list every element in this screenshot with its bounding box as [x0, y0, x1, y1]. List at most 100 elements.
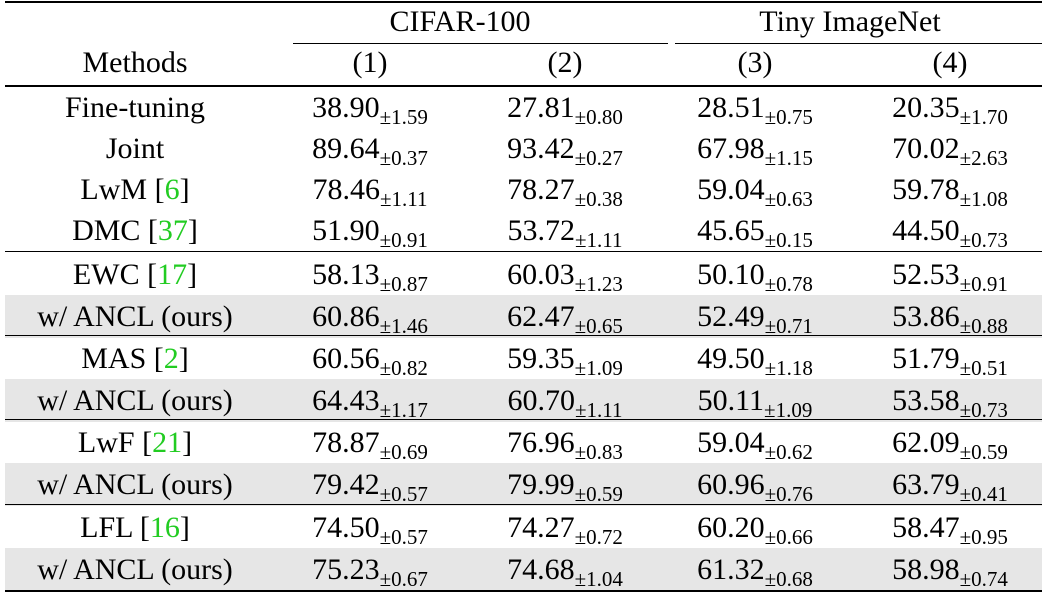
method-name: Joint	[5, 127, 265, 170]
value-cell: 28.51±0.75	[660, 86, 850, 129]
method-name: w/ ANCL (ours)	[5, 463, 265, 506]
std-value: ±0.65	[574, 314, 623, 338]
std-value: ±1.70	[959, 105, 1008, 129]
std-value: ±0.71	[764, 314, 813, 338]
mean-value: 59.35	[507, 342, 575, 375]
mean-value: 20.35	[892, 91, 960, 124]
citation-bracket: ]	[187, 258, 198, 291]
value-cell: 59.04±0.63	[660, 168, 850, 211]
method-name: Fine-tuning	[5, 86, 265, 129]
mean-value: 51.79	[892, 342, 960, 375]
table-row: w/ ANCL (ours) 75.23±0.67 74.68±1.04 61.32±…	[5, 548, 1042, 591]
mean-value: 28.51	[697, 91, 765, 124]
mean-value: 50.11	[697, 384, 765, 417]
method-name: MAS [2]	[5, 337, 265, 380]
std-value: ±1.17	[379, 398, 428, 422]
std-value: ±0.59	[959, 440, 1008, 464]
citation-bracket: ]	[187, 214, 198, 247]
mean-value: 79.99	[507, 468, 575, 501]
std-value: ±0.27	[574, 146, 623, 170]
citation-link[interactable]: 2	[163, 342, 179, 375]
value-cell: 38.90±1.59	[275, 86, 465, 129]
value-cell: 59.04±0.62	[660, 421, 850, 464]
mean-value: 67.98	[697, 132, 765, 165]
value-cell: 63.79±0.41	[855, 463, 1045, 506]
mean-value: 63.79	[892, 468, 960, 501]
mean-value: 53.86	[892, 300, 960, 333]
mean-value: 58.47	[892, 511, 960, 544]
std-value: ±0.59	[574, 482, 623, 506]
value-cell: 51.79±0.51	[855, 337, 1045, 380]
value-cell: 20.35±1.70	[855, 86, 1045, 129]
value-cell: 50.10±0.78	[660, 253, 850, 296]
value-cell: 70.02±2.63	[855, 127, 1045, 170]
value-cell: 50.11±1.09	[660, 379, 850, 422]
mean-value: 58.98	[892, 553, 960, 586]
std-value: ±1.23	[574, 272, 623, 296]
std-value: ±0.73	[959, 228, 1008, 252]
mean-value: 76.96	[507, 426, 575, 459]
table-top-rule	[5, 1, 1042, 3]
method-label: EWC [	[72, 258, 158, 291]
citation-link[interactable]: 6	[164, 173, 180, 206]
std-value: ±0.83	[574, 440, 623, 464]
citation-link[interactable]: 21	[152, 426, 183, 459]
mean-value: 60.20	[697, 511, 765, 544]
method-label: w/ ANCL (ours)	[37, 468, 233, 501]
mean-value: 53.72	[507, 214, 576, 247]
citation-link[interactable]: 37	[157, 214, 188, 247]
mean-value: 60.70	[507, 384, 576, 417]
citation-link[interactable]: 17	[157, 258, 188, 291]
std-value: ±0.73	[959, 398, 1008, 422]
mean-value: 59.04	[697, 426, 765, 459]
value-cell: 78.46±1.11	[275, 168, 465, 211]
mean-value: 60.86	[312, 300, 380, 333]
value-cell: 74.68±1.04	[470, 548, 660, 591]
group-separator-rule	[5, 251, 1042, 252]
value-cell: 78.87±0.69	[275, 421, 465, 464]
value-cell: 60.20±0.66	[660, 506, 850, 549]
value-cell: 75.23±0.67	[275, 548, 465, 591]
std-value: ±0.62	[764, 440, 813, 464]
table-row: w/ ANCL (ours) 79.42±0.57 79.99±0.59 60.96±…	[5, 463, 1042, 506]
header-col-4: (4)	[932, 46, 968, 79]
mean-value: 64.43	[312, 384, 380, 417]
mean-value: 58.13	[312, 258, 380, 291]
mean-value: 74.68	[507, 553, 575, 586]
table-row: LwM [6] 78.46±1.11 78.27±0.38 59.04±0.63 59.…	[5, 168, 1042, 211]
value-cell: 78.27±0.38	[470, 168, 660, 211]
value-cell: 60.96±0.76	[660, 463, 850, 506]
std-value: ±0.88	[959, 314, 1008, 338]
value-cell: 60.86±1.46	[275, 295, 465, 338]
std-value: ±0.95	[959, 525, 1008, 549]
table-row: w/ ANCL (ours) 64.43±1.17 60.70±1.11 50.11±…	[5, 379, 1042, 422]
value-cell: 89.64±0.37	[275, 127, 465, 170]
table-row: LwF [21] 78.87±0.69 76.96±0.83 59.04±0.62 62…	[5, 421, 1042, 464]
value-cell: 51.90±0.91	[275, 209, 465, 252]
mean-value: 74.27	[507, 511, 575, 544]
mean-value: 53.58	[892, 384, 960, 417]
std-value: ±1.46	[379, 314, 428, 338]
value-cell: 44.50±0.73	[855, 209, 1045, 252]
mean-value: 89.64	[312, 132, 380, 165]
std-value: ±0.37	[379, 146, 428, 170]
value-cell: 60.03±1.23	[470, 253, 660, 296]
table-row: w/ ANCL (ours) 60.86±1.46 62.47±0.65 52.49±…	[5, 295, 1042, 338]
std-value: ±1.04	[574, 567, 623, 591]
std-value: ±1.59	[379, 105, 428, 129]
method-label: w/ ANCL (ours)	[37, 553, 233, 586]
value-cell: 58.47±0.95	[855, 506, 1045, 549]
group-rule-tiny-imagenet	[675, 43, 1042, 44]
value-cell: 76.96±0.83	[470, 421, 660, 464]
std-value: ±0.91	[959, 272, 1008, 296]
std-value: ±2.63	[959, 146, 1008, 170]
std-value: ±1.08	[959, 187, 1008, 211]
citation-link[interactable]: 16	[149, 511, 180, 544]
mean-value: 61.32	[697, 553, 765, 586]
value-cell: 59.35±1.09	[470, 337, 660, 380]
header-bottom-rule	[5, 85, 1042, 87]
method-label: DMC [	[72, 214, 158, 247]
std-value: ±0.74	[959, 567, 1008, 591]
mean-value: 60.56	[312, 342, 380, 375]
value-cell: 52.53±0.91	[855, 253, 1045, 296]
